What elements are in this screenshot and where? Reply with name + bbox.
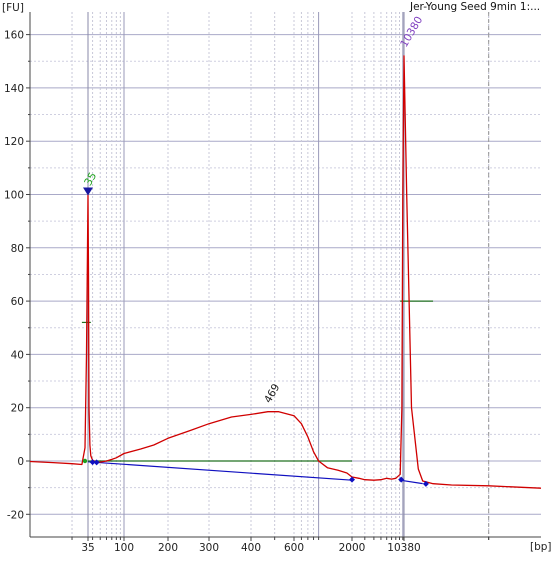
- y-tick-label: 160: [4, 30, 24, 42]
- peak-markers: [82, 187, 429, 487]
- start-marker: [82, 458, 88, 464]
- x-tick-label: 10380: [387, 542, 420, 554]
- y-axis-label: [FU]: [2, 2, 24, 14]
- grid: [30, 12, 541, 537]
- series-trace: [29, 55, 542, 489]
- baseline-segment: [87, 461, 353, 481]
- peak-marker: [89, 459, 96, 466]
- peak-marker: [349, 476, 355, 483]
- x-tick-label: 100: [114, 542, 134, 554]
- y-tick-label: 120: [4, 136, 24, 148]
- x-tick-label: 600: [284, 542, 304, 554]
- x-tick-label: 2000: [339, 542, 366, 554]
- series-group: [29, 55, 542, 489]
- peak-marker: [93, 459, 100, 466]
- baseline-segments: [81, 300, 434, 485]
- peak-top-marker: [83, 187, 93, 196]
- y-axis-ticks: -20 0 20 40 60 80 100 120 140 160: [4, 30, 30, 521]
- chart-title: Jer-Young Seed 9min 1:...: [409, 1, 540, 13]
- x-tick-label: 200: [158, 542, 178, 554]
- x-tick-label: 400: [241, 542, 261, 554]
- x-tick-label: 35: [81, 542, 94, 554]
- y-tick-label: 20: [11, 403, 24, 415]
- y-tick-label: 140: [4, 83, 24, 95]
- y-tick-label: 0: [17, 456, 24, 468]
- y-tick-label: -20: [7, 509, 24, 521]
- peak-marker: [422, 480, 429, 487]
- x-axis-label: [bp]: [530, 541, 552, 553]
- y-tick-label: 80: [11, 243, 24, 255]
- peak-label: 35: [82, 170, 99, 188]
- peak-marker: [398, 476, 405, 483]
- y-tick-label: 100: [4, 190, 24, 202]
- baseline-segment: [400, 479, 423, 485]
- y-tick-label: 40: [11, 349, 24, 361]
- x-tick-label: 300: [199, 542, 219, 554]
- y-tick-label: 60: [11, 296, 24, 308]
